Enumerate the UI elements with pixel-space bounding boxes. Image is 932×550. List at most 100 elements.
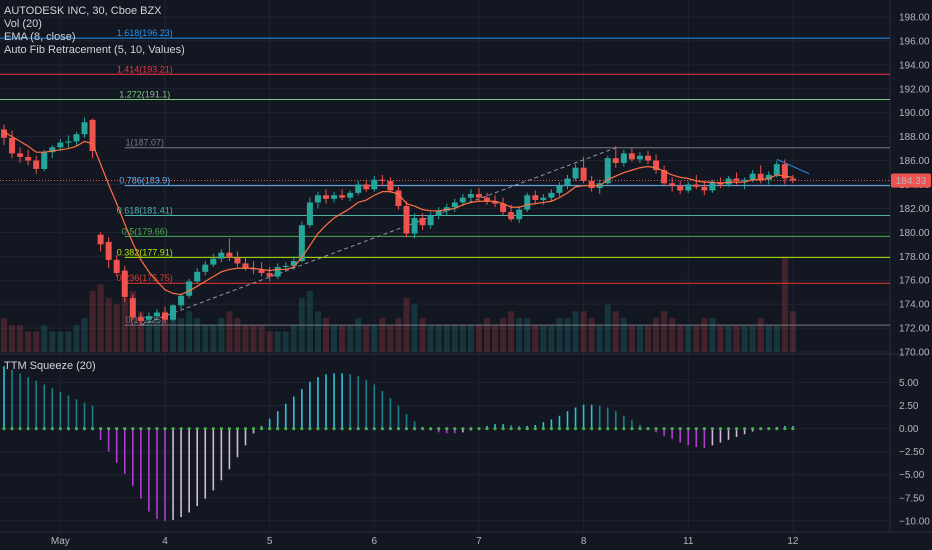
squeeze-dot: [340, 427, 344, 431]
squeeze-dot: [34, 427, 38, 431]
squeeze-dot: [702, 427, 706, 431]
candle-body: [266, 273, 273, 277]
squeeze-dot: [18, 427, 22, 431]
squeeze-dot: [163, 427, 167, 431]
volume-bar: [89, 290, 96, 352]
candle-body: [701, 186, 708, 191]
squeeze-dot: [372, 427, 376, 431]
candle-body: [194, 271, 201, 282]
squeeze-dot: [99, 427, 103, 431]
volume-bar: [733, 324, 740, 352]
volume-bar: [693, 324, 700, 352]
candle-body: [314, 195, 321, 203]
price-tick-label: 180.00: [899, 228, 930, 239]
volume-bar: [113, 304, 120, 352]
squeeze-dot: [421, 427, 425, 431]
squeeze-dot: [517, 427, 521, 431]
price-tick-label: 176.00: [899, 276, 930, 287]
squeeze-dot: [686, 427, 690, 431]
candle-body: [274, 267, 281, 277]
squeeze-dot: [734, 427, 739, 431]
volume-bar: [81, 318, 88, 352]
volume-bar: [628, 324, 635, 352]
candle-body: [97, 234, 104, 245]
volume-bar: [371, 324, 378, 352]
squeeze-dot: [694, 427, 698, 431]
volume-bar: [773, 324, 780, 352]
volume-bar: [677, 324, 684, 352]
volume-bar: [661, 311, 668, 352]
candle-body: [9, 137, 16, 154]
volume-bar: [194, 318, 201, 352]
candle-body: [234, 257, 241, 264]
volume-bar: [419, 318, 426, 352]
fib-next-trendline: [776, 158, 810, 175]
squeeze-dot: [565, 427, 570, 431]
fib-level-label: 0.382(177.91): [117, 247, 173, 257]
volume-bar: [524, 318, 531, 352]
volume-bar: [612, 311, 619, 352]
price-tick-label: 178.00: [899, 252, 930, 263]
legend-fib: Auto Fib Retracement (5, 10, Values): [4, 44, 185, 56]
volume-bar: [153, 318, 160, 352]
squeeze-dot: [582, 427, 586, 431]
volume-bar: [387, 324, 394, 352]
volume-bar: [540, 324, 547, 352]
candle-body: [395, 190, 402, 207]
squeeze-dot: [276, 427, 280, 431]
price-tick-label: 174.00: [899, 300, 930, 311]
squeeze-dot: [429, 427, 433, 431]
squeeze-dot: [50, 427, 54, 431]
legend-ema: EMA (8, close): [4, 31, 76, 43]
price-tick-label: 194.00: [899, 60, 930, 71]
squeeze-dot: [557, 427, 562, 431]
candle-body: [290, 261, 297, 266]
volume-bar: [57, 331, 64, 352]
candle-body: [347, 192, 354, 198]
candle-body: [363, 184, 370, 190]
volume-bar: [492, 324, 499, 352]
volume-bar: [459, 324, 466, 352]
candle-body: [524, 195, 531, 210]
price-tick-label: 198.00: [899, 12, 930, 23]
volume-bar: [323, 318, 329, 352]
volume-bar: [508, 311, 515, 352]
squeeze-dot: [300, 427, 304, 431]
squeeze-dot: [82, 427, 87, 431]
candle-body: [661, 170, 668, 184]
volume-bar: [41, 324, 48, 352]
squeeze-dot: [171, 427, 175, 431]
squeeze-dot: [179, 427, 183, 431]
volume-bar: [725, 324, 732, 352]
candle-body: [145, 316, 152, 320]
last-price-badge: [891, 173, 931, 188]
squeeze-dot: [66, 427, 70, 431]
squeeze-dot: [332, 427, 336, 431]
squeeze-dot: [775, 427, 779, 431]
volume-bar: [532, 324, 539, 352]
time-tick-label: 5: [267, 536, 273, 547]
candle-body: [612, 158, 619, 163]
price-tick-label: 188.00: [899, 132, 930, 143]
volume-bar: [202, 324, 209, 352]
squeeze-dot: [396, 427, 401, 431]
volume-bar: [226, 311, 233, 352]
squeeze-dot: [670, 427, 674, 431]
volume-bar: [314, 311, 321, 352]
squeeze-dot: [380, 427, 384, 431]
candle-body: [604, 158, 611, 184]
candle-body: [749, 173, 756, 180]
candle-body: [186, 281, 193, 296]
squeeze-dot: [251, 427, 256, 431]
price-tick-label: 172.00: [899, 324, 930, 335]
fib-level-label: 1.618(196.23): [117, 28, 173, 38]
volume-bar: [282, 331, 289, 352]
candle-body: [467, 194, 474, 198]
squeeze-dot: [147, 427, 151, 431]
legend-volume: Vol (20): [4, 18, 42, 30]
volume-bar: [339, 324, 346, 352]
squeeze-dot: [533, 427, 537, 431]
candle-body: [733, 178, 740, 181]
